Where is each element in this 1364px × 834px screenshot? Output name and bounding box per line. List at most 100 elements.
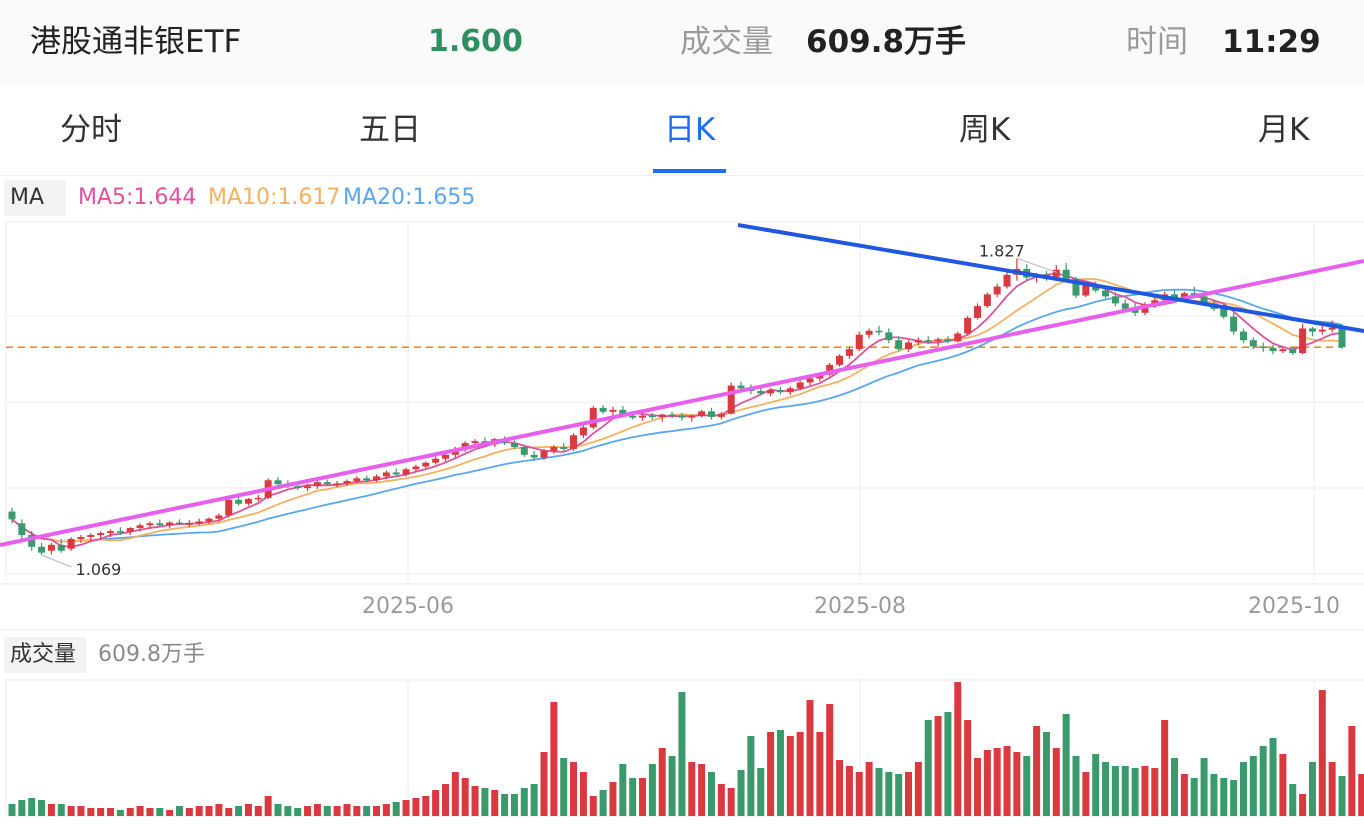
tab-five-day[interactable]: 五日 <box>359 112 421 148</box>
volume-bar <box>747 736 755 816</box>
candle-body <box>166 522 174 526</box>
ma5-line <box>11 272 1343 548</box>
volume-bar <box>461 778 469 816</box>
volume-bar <box>1299 794 1307 816</box>
volume-bar <box>520 788 528 816</box>
volume-bar <box>1003 746 1011 816</box>
ma20-line <box>11 288 1343 543</box>
volume-bar <box>944 712 952 816</box>
volume-bar <box>333 806 341 816</box>
tab-monthly-k[interactable]: 月K <box>1258 112 1310 148</box>
volume-bar <box>668 756 676 816</box>
volume-bar <box>1082 772 1090 816</box>
volume-bar <box>136 806 144 816</box>
volume-indicator-button[interactable]: 成交量 <box>4 637 86 673</box>
candle-body <box>126 528 134 532</box>
volume-bar <box>284 806 292 816</box>
candle-body <box>520 447 528 455</box>
candle-body <box>1200 296 1208 304</box>
volume-bar <box>107 808 115 816</box>
volume-bar <box>570 762 578 816</box>
volume-bar <box>717 784 725 816</box>
volume-bar <box>412 798 420 816</box>
candle-body <box>836 355 844 365</box>
candle-body <box>599 407 607 412</box>
candle-body <box>786 388 794 393</box>
volume-bar <box>1033 726 1041 816</box>
ma10-legend: MA10:1.617 <box>208 185 341 210</box>
candle-body <box>1111 296 1119 304</box>
candle-body <box>363 478 371 481</box>
candle-body <box>343 481 351 484</box>
volume-bar <box>1052 748 1060 816</box>
volume-bar <box>1230 780 1238 816</box>
candle-body <box>402 469 410 475</box>
candle-body <box>1082 285 1090 296</box>
candle-body <box>1151 300 1159 305</box>
candle-body <box>1230 316 1238 332</box>
tab-intraday[interactable]: 分时 <box>60 112 122 148</box>
candle-body <box>18 523 26 536</box>
volume-bar <box>235 806 243 816</box>
volume-bar <box>599 790 607 816</box>
volume-bar <box>205 806 213 816</box>
candle-body <box>313 482 321 487</box>
candle-body <box>136 525 144 528</box>
tab-daily-k[interactable]: 日K <box>664 112 716 148</box>
support-trend-line <box>0 259 1364 547</box>
candle-body <box>609 409 617 412</box>
volume-bar <box>688 762 696 816</box>
volume-bar <box>215 804 223 816</box>
volume-bar <box>1328 762 1336 816</box>
candle-body <box>274 480 282 485</box>
volume-bar <box>875 768 883 816</box>
candle-body <box>38 546 46 553</box>
volume-bar <box>1151 768 1159 816</box>
candle-body <box>225 499 233 516</box>
volume-bar <box>530 784 538 816</box>
volume-bar <box>737 770 745 816</box>
volume-bar <box>934 716 942 816</box>
candle-body <box>550 447 558 451</box>
volume-bar <box>905 772 913 816</box>
volume-bar <box>57 804 65 816</box>
ma-indicator-button[interactable]: MA <box>4 180 66 216</box>
candle-body <box>668 414 676 417</box>
candle-body <box>629 415 637 418</box>
volume-bar <box>185 808 193 816</box>
volume-bar <box>678 692 686 816</box>
candle-body <box>195 521 203 524</box>
volume-bar <box>973 758 981 816</box>
volume-bar <box>1171 758 1179 816</box>
volume-bar <box>28 798 36 816</box>
candle-body <box>1220 308 1228 317</box>
volume-bar <box>146 808 154 816</box>
volume-bar <box>560 758 568 816</box>
volume-bar <box>757 768 765 816</box>
volume-bar <box>845 766 853 816</box>
volume-bar <box>648 764 656 816</box>
candle-body <box>855 334 863 350</box>
candle-body <box>97 533 105 536</box>
volume-bar <box>38 800 46 816</box>
volume-bar <box>510 794 518 816</box>
volume-bar <box>1121 766 1129 816</box>
volume-bar <box>441 784 449 816</box>
volume-bar <box>914 762 922 816</box>
candle-body <box>57 544 65 551</box>
candle-body <box>392 472 400 475</box>
volume-bar <box>855 772 863 816</box>
volume-bar <box>727 788 735 816</box>
candle-body <box>698 411 706 417</box>
low-marker-leader <box>41 554 72 568</box>
ma10-line <box>11 277 1343 543</box>
volume-bar <box>323 806 331 816</box>
volume-bar <box>156 808 164 816</box>
tab-weekly-k[interactable]: 周K <box>959 112 1011 148</box>
candle-body <box>589 407 597 428</box>
volume-bar <box>254 806 262 816</box>
volume-bar <box>865 762 873 816</box>
volume-bar <box>1072 756 1080 816</box>
volume-bar <box>1042 732 1050 816</box>
